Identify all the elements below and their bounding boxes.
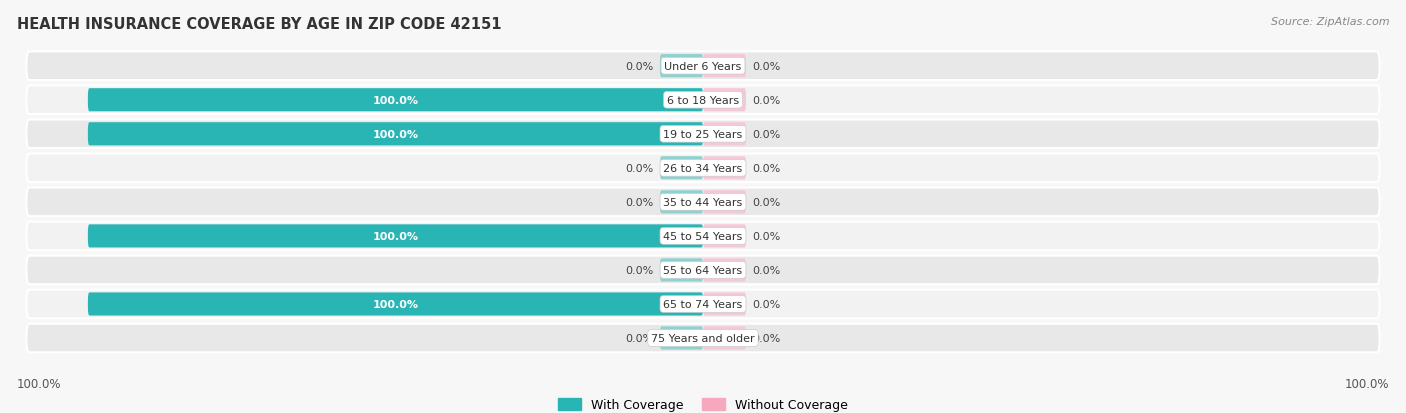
Text: Source: ZipAtlas.com: Source: ZipAtlas.com [1271, 17, 1389, 26]
Text: 35 to 44 Years: 35 to 44 Years [664, 197, 742, 207]
FancyBboxPatch shape [703, 157, 747, 180]
FancyBboxPatch shape [659, 327, 703, 350]
FancyBboxPatch shape [703, 259, 747, 282]
FancyBboxPatch shape [27, 188, 1379, 217]
FancyBboxPatch shape [27, 222, 1379, 251]
Text: HEALTH INSURANCE COVERAGE BY AGE IN ZIP CODE 42151: HEALTH INSURANCE COVERAGE BY AGE IN ZIP … [17, 17, 502, 31]
FancyBboxPatch shape [27, 52, 1379, 81]
Text: 65 to 74 Years: 65 to 74 Years [664, 299, 742, 309]
Text: 0.0%: 0.0% [752, 164, 780, 173]
Text: 0.0%: 0.0% [752, 333, 780, 343]
Legend: With Coverage, Without Coverage: With Coverage, Without Coverage [554, 393, 852, 413]
FancyBboxPatch shape [659, 191, 703, 214]
Text: 100.0%: 100.0% [373, 129, 419, 140]
FancyBboxPatch shape [703, 123, 747, 146]
FancyBboxPatch shape [87, 225, 703, 248]
FancyBboxPatch shape [703, 293, 747, 316]
Text: 26 to 34 Years: 26 to 34 Years [664, 164, 742, 173]
FancyBboxPatch shape [27, 86, 1379, 115]
Text: 100.0%: 100.0% [1344, 377, 1389, 390]
FancyBboxPatch shape [87, 293, 703, 316]
FancyBboxPatch shape [27, 256, 1379, 285]
Text: 0.0%: 0.0% [752, 197, 780, 207]
Text: 0.0%: 0.0% [752, 231, 780, 241]
Text: 0.0%: 0.0% [752, 62, 780, 71]
Text: 45 to 54 Years: 45 to 54 Years [664, 231, 742, 241]
FancyBboxPatch shape [27, 290, 1379, 318]
FancyBboxPatch shape [659, 157, 703, 180]
FancyBboxPatch shape [659, 259, 703, 282]
Text: 100.0%: 100.0% [373, 299, 419, 309]
Text: 6 to 18 Years: 6 to 18 Years [666, 95, 740, 105]
FancyBboxPatch shape [703, 55, 747, 78]
Text: 0.0%: 0.0% [752, 129, 780, 140]
Text: 0.0%: 0.0% [752, 95, 780, 105]
Text: 0.0%: 0.0% [752, 299, 780, 309]
Text: 19 to 25 Years: 19 to 25 Years [664, 129, 742, 140]
Text: 0.0%: 0.0% [626, 265, 654, 275]
FancyBboxPatch shape [87, 89, 703, 112]
Text: 55 to 64 Years: 55 to 64 Years [664, 265, 742, 275]
FancyBboxPatch shape [87, 123, 703, 146]
Text: 100.0%: 100.0% [17, 377, 62, 390]
Text: 0.0%: 0.0% [626, 164, 654, 173]
Text: 0.0%: 0.0% [626, 197, 654, 207]
FancyBboxPatch shape [27, 324, 1379, 352]
Text: 100.0%: 100.0% [373, 95, 419, 105]
Text: 100.0%: 100.0% [373, 231, 419, 241]
FancyBboxPatch shape [27, 154, 1379, 183]
Text: 0.0%: 0.0% [626, 62, 654, 71]
Text: 75 Years and older: 75 Years and older [651, 333, 755, 343]
FancyBboxPatch shape [703, 327, 747, 350]
FancyBboxPatch shape [703, 225, 747, 248]
Text: 0.0%: 0.0% [752, 265, 780, 275]
FancyBboxPatch shape [659, 55, 703, 78]
Text: Under 6 Years: Under 6 Years [665, 62, 741, 71]
FancyBboxPatch shape [703, 191, 747, 214]
Text: 0.0%: 0.0% [626, 333, 654, 343]
FancyBboxPatch shape [703, 89, 747, 112]
FancyBboxPatch shape [27, 120, 1379, 149]
